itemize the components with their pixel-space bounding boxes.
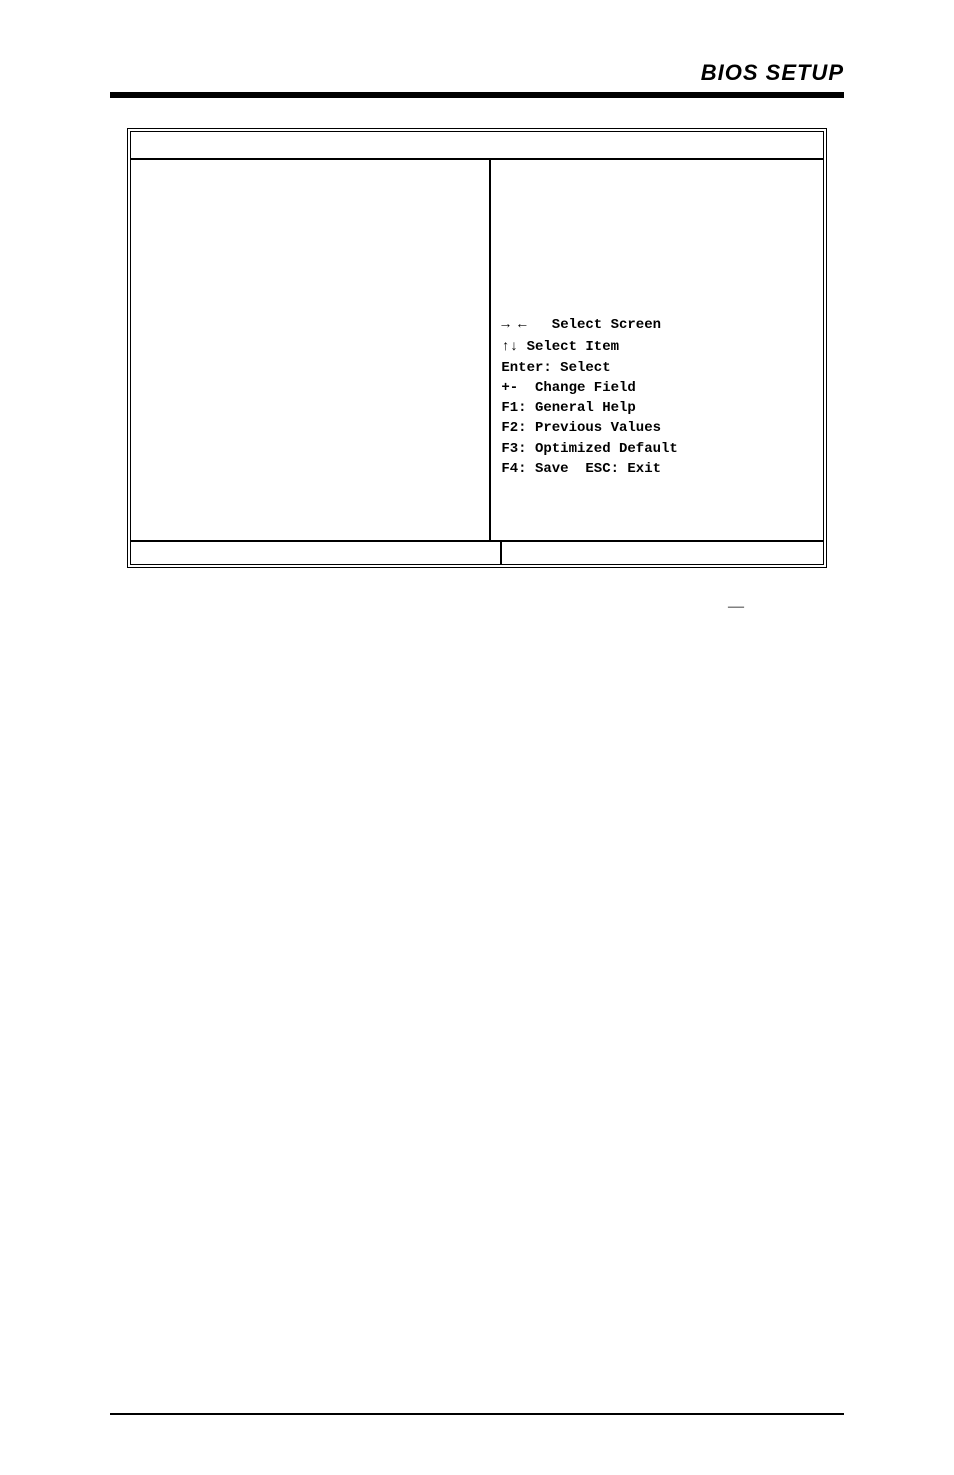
- help-save-exit: F4: Save ESC: Exit: [501, 459, 677, 479]
- arrow-right-left-icon: → ←: [501, 317, 526, 333]
- help-optimized-default: F3: Optimized Default: [501, 439, 677, 459]
- page-footer: [110, 1413, 844, 1415]
- bios-setup-box: → ← Select Screen ↑↓ Select Item Enter: …: [127, 128, 827, 568]
- footer-divider: [110, 1413, 844, 1415]
- help-previous-values: F2: Previous Values: [501, 418, 677, 438]
- bios-left-panel: [131, 160, 491, 540]
- bios-bottom-bar: [131, 540, 823, 564]
- bios-bottom-left: [131, 542, 502, 564]
- help-select-screen: → ← Select Screen: [501, 315, 677, 335]
- bios-help-panel: → ← Select Screen ↑↓ Select Item Enter: …: [491, 160, 823, 540]
- bios-top-bar: [131, 132, 823, 160]
- select-screen-label: Select Screen: [527, 317, 661, 333]
- page-header-title: BIOS SETUP: [110, 60, 844, 86]
- help-select-item: ↑↓ Select Item: [501, 337, 677, 357]
- bios-help-text: → ← Select Screen ↑↓ Select Item Enter: …: [501, 315, 677, 479]
- header-divider: [110, 92, 844, 98]
- help-change-field: +- Change Field: [501, 378, 677, 398]
- help-general-help: F1: General Help: [501, 398, 677, 418]
- bios-bottom-right: [502, 542, 823, 564]
- bios-body: → ← Select Screen ↑↓ Select Item Enter: …: [131, 160, 823, 540]
- help-enter-select: Enter: Select: [501, 358, 677, 378]
- description-emdash: —: [110, 598, 844, 616]
